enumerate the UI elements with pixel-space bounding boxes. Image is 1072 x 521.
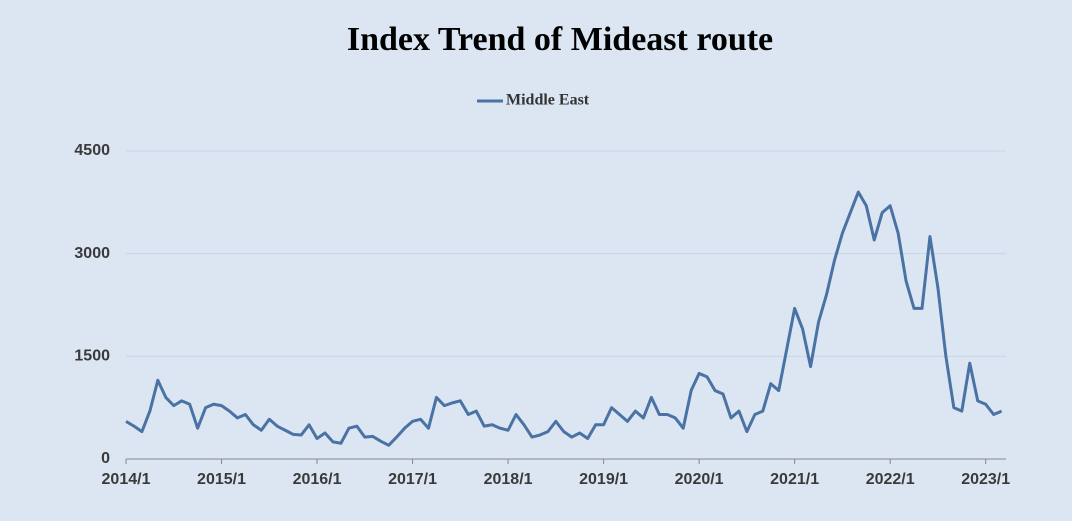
y-tick-label: 4500: [74, 142, 110, 159]
chart-title: Index Trend of Mideast route: [347, 21, 773, 58]
x-tick-label: 2022/1: [866, 471, 915, 488]
x-tick-label: 2021/1: [770, 471, 819, 488]
x-tick-label: 2019/1: [579, 471, 628, 488]
y-tick-label: 0: [101, 450, 110, 467]
series-line: [125, 190, 1003, 447]
y-tick-label: 1500: [74, 348, 110, 365]
x-tick-label: 2023/1: [961, 471, 1010, 488]
y-tick-label: 3000: [74, 245, 110, 262]
legend-label: Middle East: [506, 92, 590, 109]
x-tick-label: 2016/1: [293, 471, 342, 488]
x-tick-label: 2014/1: [102, 471, 151, 488]
x-tick-label: 2015/1: [197, 471, 246, 488]
x-tick-label: 2017/1: [388, 471, 437, 488]
x-tick-label: 2018/1: [484, 471, 533, 488]
x-tick-label: 2020/1: [675, 471, 724, 488]
